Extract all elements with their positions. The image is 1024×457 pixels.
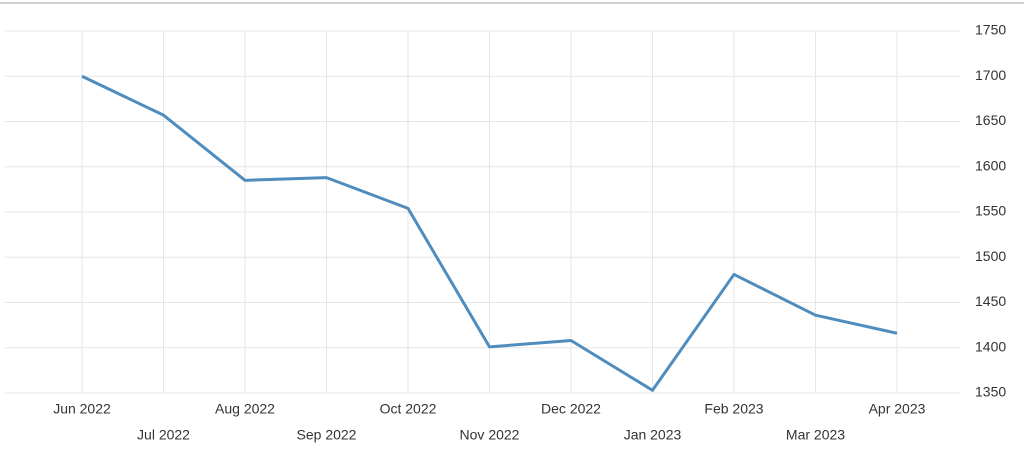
x-tick-label: Dec 2022: [541, 401, 601, 417]
x-tick-label: Jan 2023: [624, 427, 682, 443]
y-tick-label: 1750: [975, 22, 1006, 38]
y-tick-label: 1600: [975, 157, 1006, 173]
y-tick-label: 1700: [975, 67, 1006, 83]
x-tick-label: Oct 2022: [380, 401, 437, 417]
x-tick-label: Nov 2022: [460, 427, 520, 443]
x-tick-label: Jul 2022: [137, 427, 190, 443]
y-tick-label: 1500: [975, 248, 1006, 264]
y-tick-label: 1550: [975, 203, 1006, 219]
y-tick-label: 1450: [975, 293, 1006, 309]
x-tick-label: Sep 2022: [297, 427, 357, 443]
x-tick-label: Feb 2023: [704, 401, 763, 417]
x-tick-label: Jun 2022: [53, 401, 111, 417]
y-tick-label: 1400: [975, 338, 1006, 354]
y-tick-label: 1650: [975, 112, 1006, 128]
x-tick-label: Mar 2023: [786, 427, 845, 443]
y-tick-label: 1350: [975, 384, 1006, 400]
x-tick-label: Aug 2022: [215, 401, 275, 417]
x-tick-label: Apr 2023: [869, 401, 926, 417]
data-line: [81, 74, 898, 392]
